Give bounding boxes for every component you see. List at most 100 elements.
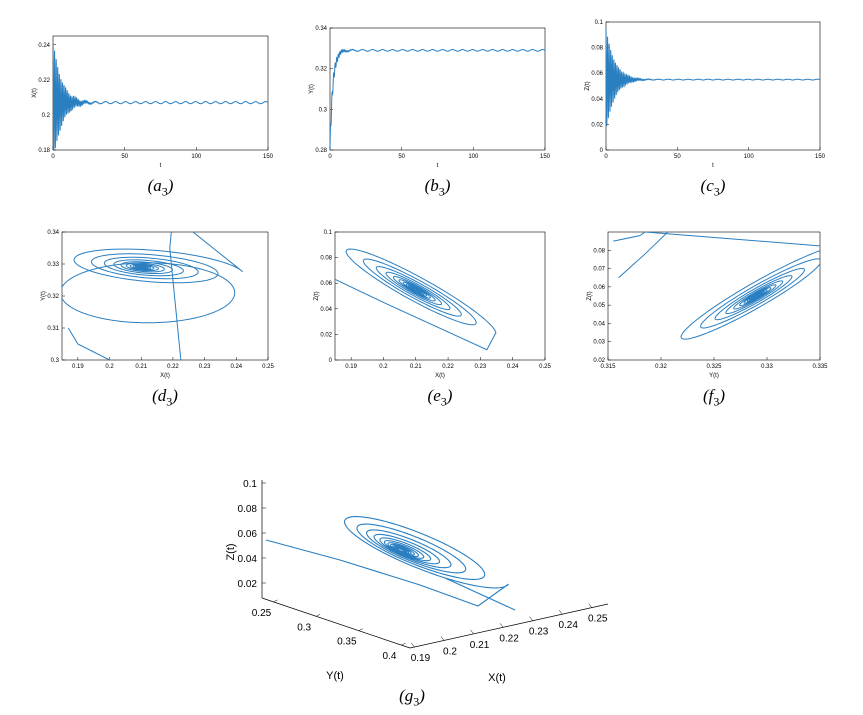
- x-tick-label: 50: [398, 154, 405, 160]
- x-axis-line: [409, 603, 609, 649]
- x-tick-label: 0.22: [442, 364, 454, 370]
- x-tick-label: 0.2: [443, 646, 457, 657]
- x-tick-label: 0.19: [72, 364, 84, 370]
- axes-box: [52, 35, 269, 151]
- y-tick-label: 0.31: [47, 326, 59, 332]
- y-tick-label: 0.35: [337, 637, 357, 648]
- z-axis-label: Z(t): [225, 543, 237, 560]
- y-axis-label: Y(t): [326, 670, 344, 682]
- phase-trajectory-tail: [67, 327, 110, 360]
- caption-letter: e: [433, 386, 441, 405]
- y-tick-label: 0.02: [320, 332, 332, 338]
- time-series-line: [606, 28, 820, 127]
- y-tick-label: 0.3: [297, 622, 311, 633]
- x-tick-mark: [411, 642, 415, 648]
- z-tick-label: 0.04: [238, 554, 258, 565]
- x-tick-label: 0.19: [411, 653, 431, 664]
- x-tick-label: 150: [263, 154, 274, 160]
- y-tick-label: 0.4: [383, 651, 397, 662]
- x-tick-label: 0: [51, 154, 55, 160]
- y-tick-label: 0.2: [42, 113, 51, 119]
- x-axis-label: t: [160, 163, 162, 169]
- x-tick-label: 0.22: [499, 633, 519, 644]
- y-tick-label: 0.32: [47, 294, 59, 300]
- x-axis-label: X(t): [488, 672, 506, 684]
- panel-e3: 0.19 0.2 0.21 0.22 0.23 0.24 0.25 0 0.02 0.04 0.06…: [314, 230, 551, 379]
- y-axis-line: [261, 597, 411, 649]
- y-axis-label: Z(t): [314, 291, 320, 300]
- y-tick-label: 0.07: [593, 267, 605, 273]
- x-tick-label: 0.24: [558, 620, 578, 631]
- x-tick-label: 0.23: [475, 364, 487, 370]
- x-tick-label: 0.21: [410, 364, 422, 370]
- panel-caption: (f3): [702, 386, 726, 409]
- caption-letter: b: [430, 176, 439, 195]
- y-axis-label: Z(t): [587, 291, 593, 300]
- y-tick-label: 0.06: [320, 281, 332, 287]
- panel-caption: (a3): [147, 176, 174, 199]
- x-axis-label: Y(t): [709, 373, 719, 379]
- panel-f3: 0.315 0.32 0.325 0.33 0.335 0.02 0.03 0.04 0.05 0…: [587, 231, 828, 379]
- panel-caption: (g3): [399, 686, 425, 709]
- caption-letter: c: [706, 176, 714, 195]
- y-tick-label: 0.03: [593, 340, 605, 346]
- phase-trajectory-outer: [62, 262, 236, 324]
- z-tick-label: 0.08: [238, 504, 258, 515]
- x-tick-label: 50: [121, 154, 128, 160]
- panel-caption: (b3): [424, 176, 451, 199]
- x-tick-label: 0.25: [262, 364, 274, 370]
- x-tick-label: 0.21: [135, 364, 147, 370]
- y-tick-label: 0.08: [593, 248, 605, 254]
- x-tick-mark: [440, 636, 445, 641]
- x-tick-mark: [558, 610, 563, 615]
- x-tick-label: 0.315: [600, 364, 616, 370]
- x-tick-mark: [470, 629, 474, 635]
- y-tick-label: 0.34: [47, 230, 59, 236]
- x-axis-label: X(t): [435, 373, 445, 379]
- panel-caption: (c3): [700, 176, 726, 199]
- x-tick-label: 0.335: [812, 364, 828, 370]
- x-tick-label: 0.24: [230, 364, 242, 370]
- y-tick-label: 0.24: [38, 43, 50, 49]
- y-tick-mark: [401, 642, 406, 646]
- z-tick-label: 0.02: [238, 579, 258, 590]
- axes-box: [334, 231, 546, 361]
- y-tick-label: 0.05: [593, 303, 605, 309]
- panel-caption: (d3): [152, 386, 178, 409]
- phase-trajectory-tail: [618, 232, 669, 279]
- panel-b3: 0 50 100 150 0.28 0.3 0.32 0.34 t Y(t): [309, 26, 551, 169]
- y-tick-label: 0.02: [591, 122, 603, 128]
- y-tick-mark: [273, 599, 278, 603]
- y-tick-label: 0.1: [324, 230, 333, 236]
- axes-box: [607, 231, 821, 361]
- x-tick-label: 100: [744, 154, 755, 160]
- y-tick-label: 0.33: [47, 262, 59, 268]
- y-tick-label: 0.08: [320, 256, 332, 262]
- x-tick-label: 0.2: [379, 364, 388, 370]
- x-tick-label: 0.23: [529, 627, 549, 638]
- x-tick-label: 0.22: [167, 364, 179, 370]
- y-tick-mark: [358, 628, 363, 631]
- x-tick-label: 0.2: [105, 364, 114, 370]
- y-tick-label: 0.04: [320, 307, 332, 313]
- y-tick-label: 0.08: [591, 46, 603, 52]
- x-tick-label: 150: [540, 154, 551, 160]
- phase-trajectory: [73, 232, 243, 360]
- y-tick-label: 0.04: [591, 97, 603, 103]
- caption-subscript: 3: [413, 694, 420, 709]
- phase-trajectory: [613, 232, 820, 340]
- y-axis-label: Y(t): [41, 291, 47, 301]
- caption-letter: f: [708, 386, 714, 405]
- x-axis-label: t: [437, 163, 439, 169]
- caption-letter: d: [157, 386, 167, 405]
- panel-g3: 0.19 0.2 0.21 0.22 0.23 0.24 0.25 0.4 0.35 0.3 0.2…: [225, 479, 609, 684]
- x-tick-label: 0.23: [199, 364, 211, 370]
- panel-caption: (e3): [427, 386, 453, 409]
- z-tick-label: 0.1: [243, 479, 257, 490]
- axes-box: [605, 21, 821, 151]
- caption-subscript: 3: [166, 394, 173, 409]
- panel-d3: 0.19 0.2 0.21 0.22 0.23 0.24 0.25 0.3 0.31 0.32 0.…: [41, 230, 274, 379]
- y-tick-label: 0.3: [319, 107, 328, 113]
- y-tick-label: 0.02: [593, 358, 605, 364]
- caption-subscript: 3: [438, 184, 445, 199]
